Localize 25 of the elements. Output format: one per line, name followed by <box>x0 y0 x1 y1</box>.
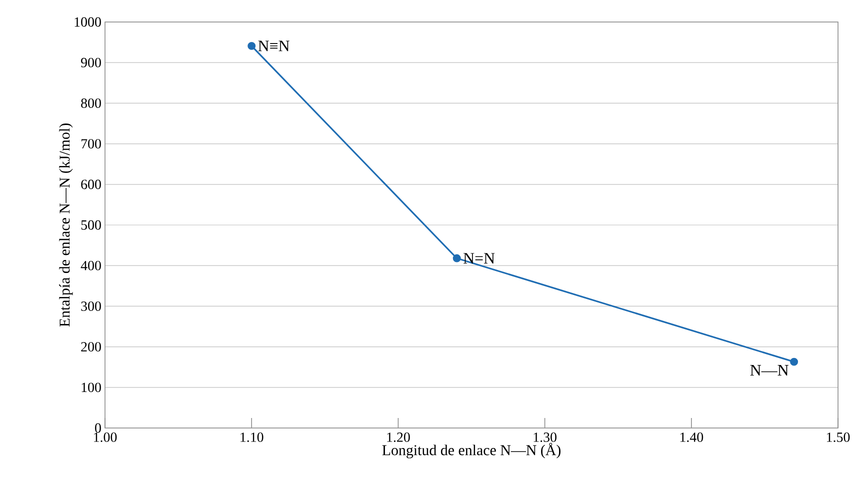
annotation: N≡N <box>258 40 290 52</box>
point <box>248 42 256 50</box>
y-tick-label: 200 <box>81 342 101 352</box>
y-axis-title: Entalpía de enlace N—N (kJ/mol) <box>59 124 73 327</box>
x-tick-label: 1.20 <box>387 432 410 442</box>
x-tick-label: 1.30 <box>534 432 556 442</box>
y-tick-label: 900 <box>81 58 101 68</box>
y-tick-label: 1000 <box>74 17 101 27</box>
y-tick-label: 700 <box>81 139 101 149</box>
y-tick-label: 100 <box>82 382 101 392</box>
x-tick-label: 1.10 <box>240 432 264 442</box>
annotation: N=N <box>464 253 495 264</box>
annotation: N—N <box>750 365 788 376</box>
point <box>790 358 798 366</box>
point <box>452 254 461 262</box>
y-tick-label: 600 <box>81 180 101 190</box>
y-tick-label: 300 <box>81 301 101 311</box>
y-tick-label: 400 <box>80 260 101 270</box>
x-axis-title: Longitud de enlace N—N (Å) <box>382 442 560 458</box>
x-tick-label: 1.00 <box>94 432 117 442</box>
y-tick-label: 0 <box>95 423 101 433</box>
y-tick-label: 800 <box>81 98 101 108</box>
y-tick-label: 500 <box>81 220 101 230</box>
x-tick-label: 1.50 <box>827 432 850 442</box>
x-tick-label: 1.40 <box>680 432 704 442</box>
